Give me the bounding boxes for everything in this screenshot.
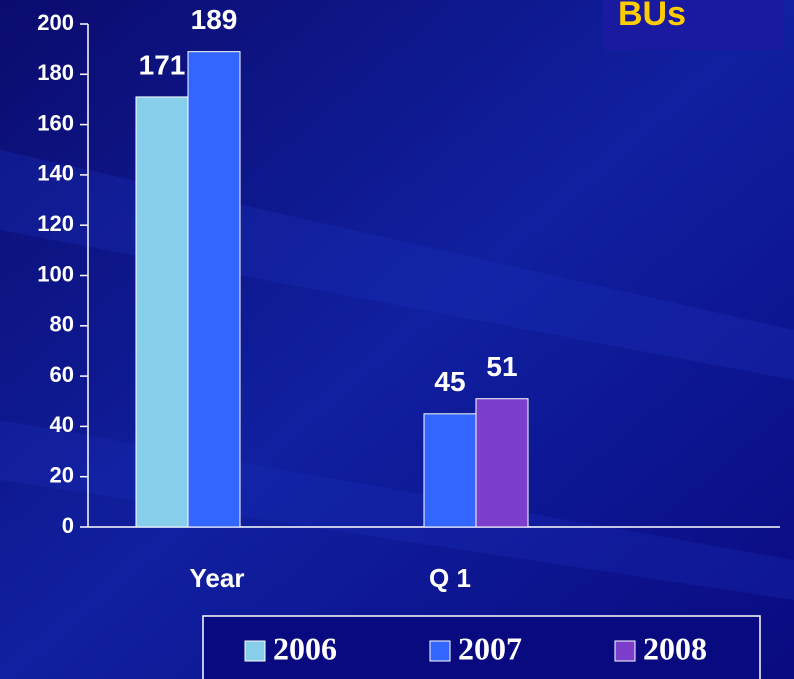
legend-swatch [614, 640, 636, 662]
y-tick-label: 20 [50, 463, 74, 488]
chart-title: BUs [618, 0, 686, 33]
value-label: 171 [139, 49, 186, 80]
value-label: 189 [191, 4, 238, 35]
value-label: 45 [434, 366, 465, 397]
legend-label: 2008 [643, 630, 707, 666]
title-box [603, 0, 783, 50]
bar [423, 413, 477, 528]
x-tick-label: Q 1 [429, 563, 471, 593]
bar [475, 398, 529, 528]
y-tick-label: 40 [50, 412, 74, 437]
y-tick-label: 120 [37, 211, 74, 236]
bar [187, 51, 241, 528]
y-tick-label: 180 [37, 60, 74, 85]
legend-swatch [244, 640, 266, 662]
y-tick-label: 140 [37, 161, 74, 186]
y-tick-label: 160 [37, 110, 74, 135]
value-label: 51 [486, 351, 517, 382]
y-tick-label: 80 [50, 312, 74, 337]
legend-label: 2007 [458, 630, 522, 666]
x-tick-label: Year [190, 563, 245, 593]
legend-swatch [429, 640, 451, 662]
y-tick-label: 100 [37, 261, 74, 286]
bar [135, 96, 189, 528]
y-tick-label: 60 [50, 362, 74, 387]
y-tick-label: 200 [37, 10, 74, 35]
legend-label: 2006 [273, 630, 337, 666]
y-tick-label: 0 [62, 513, 74, 538]
legend-box [202, 615, 761, 679]
